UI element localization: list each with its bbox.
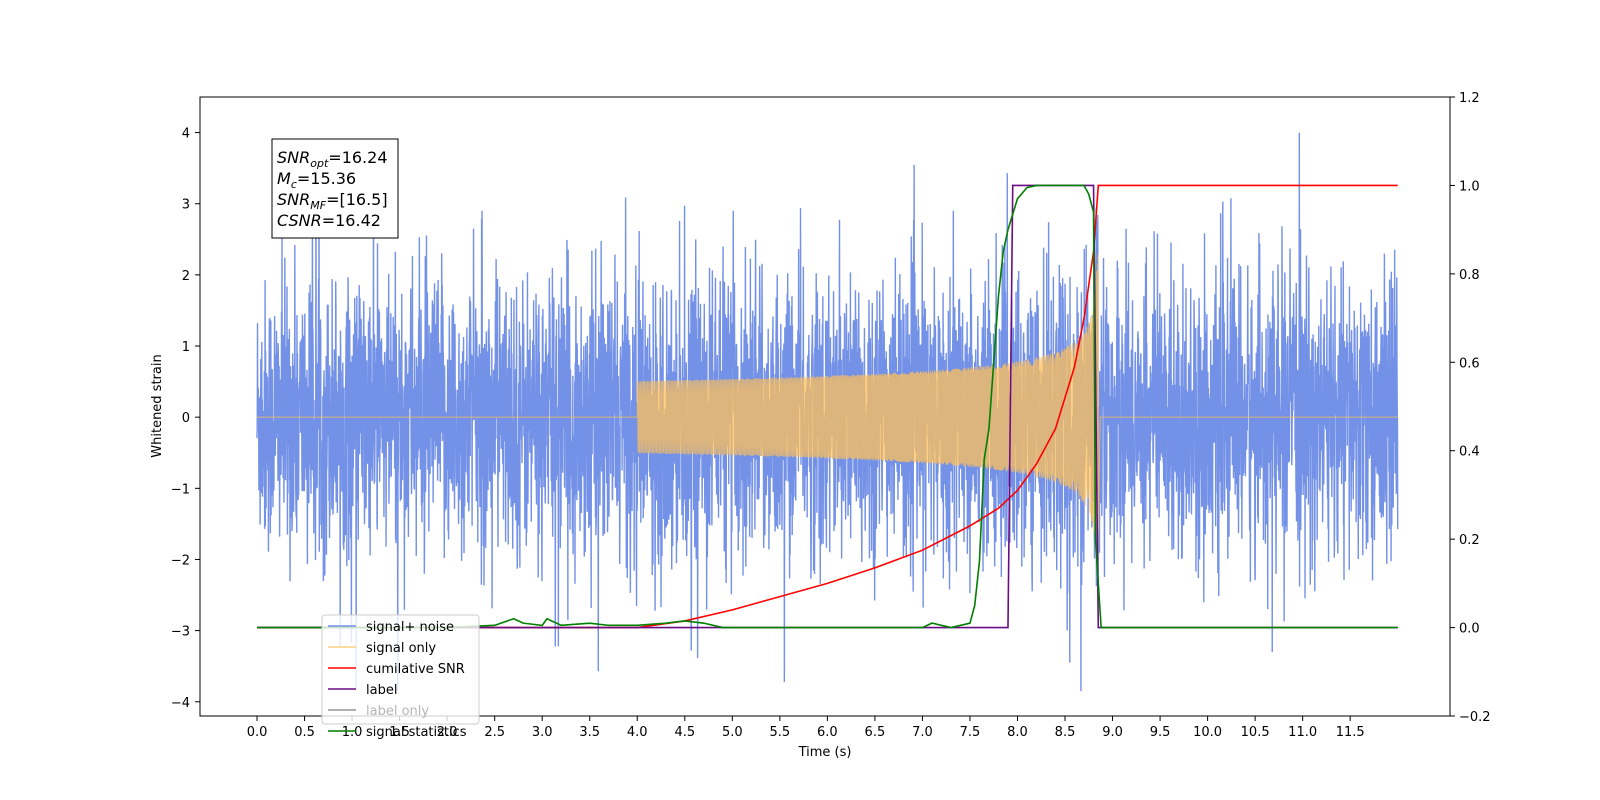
y-tick-label: −1 — [171, 482, 190, 497]
series-signal-only-line — [257, 254, 1398, 622]
stats-line: SNRMF=[16.5] — [277, 190, 388, 212]
legend-label: label only — [366, 704, 429, 719]
y2-tick-label: 0.2 — [1459, 533, 1480, 548]
x-tick-label: 3.0 — [532, 725, 553, 740]
y-axis-label: Whitened strain — [150, 354, 165, 457]
x-tick-label: 9.0 — [1102, 725, 1123, 740]
y2-tick-label: 0.6 — [1459, 356, 1480, 371]
x-tick-label: 8.0 — [1007, 725, 1028, 740]
x-tick-label: 0.0 — [247, 725, 268, 740]
y2-tick-label: 0.8 — [1459, 268, 1480, 283]
y2-tick-label: 1.0 — [1459, 179, 1480, 194]
x-tick-label: 9.5 — [1150, 725, 1171, 740]
legend-label: cumilative SNR — [366, 662, 465, 677]
stats-line: SNRopt=16.24 — [277, 148, 388, 170]
x-tick-label: 5.0 — [722, 725, 743, 740]
y2-tick-label: 1.2 — [1459, 91, 1480, 106]
x-tick-label: 6.5 — [865, 725, 886, 740]
y-tick-label: 1 — [182, 340, 190, 355]
y-tick-label: 3 — [182, 198, 190, 213]
y-tick-label: 4 — [182, 127, 190, 142]
x-tick-label: 4.5 — [674, 725, 695, 740]
series-signal-statistics-line — [257, 184, 1398, 629]
plot-frame — [199, 96, 1451, 717]
x-tick-label: 6.0 — [817, 725, 838, 740]
x-tick-label: 8.5 — [1055, 725, 1076, 740]
x-tick-label: 11.0 — [1288, 725, 1317, 740]
series-signal-noise-line — [256, 132, 1399, 692]
y2-tick-label: 0.4 — [1459, 445, 1480, 460]
x-axis-label: Time (s) — [798, 745, 852, 760]
x-tick-label: 5.5 — [770, 725, 791, 740]
stats-box: SNRopt=16.24Mc=15.36SNRMF=[16.5]CSNR=16.… — [271, 138, 399, 239]
x-tick-label: 0.5 — [294, 725, 315, 740]
legend-label: signal+ noise — [366, 620, 454, 635]
x-tick-label: 2.0 — [437, 725, 458, 740]
x-tick-label: 4.0 — [627, 725, 648, 740]
legend: signal+ noise signal only cumilative SNR la… — [321, 614, 480, 740]
series-cumilative-snr-line — [257, 184, 1398, 629]
legend-frame — [321, 614, 480, 725]
x-tick-label: 1.5 — [389, 725, 410, 740]
y-tick-label: −4 — [171, 696, 190, 711]
x-tick-label: 1.0 — [342, 725, 363, 740]
x-tick-label: 3.5 — [579, 725, 600, 740]
x-tick-label: 2.5 — [484, 725, 505, 740]
legend-label: label — [366, 683, 397, 698]
stats-line: CSNR=16.42 — [277, 211, 381, 230]
stats-line: Mc=15.36 — [277, 169, 356, 191]
stats-box-frame — [271, 138, 399, 239]
y-tick-label: −2 — [171, 553, 190, 568]
legend-label: signal only — [366, 641, 436, 656]
x-tick-label: 11.5 — [1336, 725, 1365, 740]
x-tick-label: 7.0 — [912, 725, 933, 740]
y-tick-label: 2 — [182, 269, 190, 284]
legend-label: signal statistics — [366, 725, 467, 740]
x-tick-label: 10.5 — [1241, 725, 1270, 740]
y-tick-label: −3 — [171, 625, 190, 640]
x-tick-label: 10.0 — [1193, 725, 1222, 740]
y2-tick-label: −0.2 — [1459, 710, 1491, 725]
x-tick-label: 7.5 — [960, 725, 981, 740]
y2-tick-label: 0.0 — [1459, 622, 1480, 637]
plot-area — [256, 132, 1399, 692]
y-tick-label: 0 — [182, 411, 190, 426]
axes: 0.0 0.5 1.0 1.5 2.0 2.5 3.0 3.5 4.0 4.5 5.0 5.5 6.0 6… — [171, 91, 1491, 740]
